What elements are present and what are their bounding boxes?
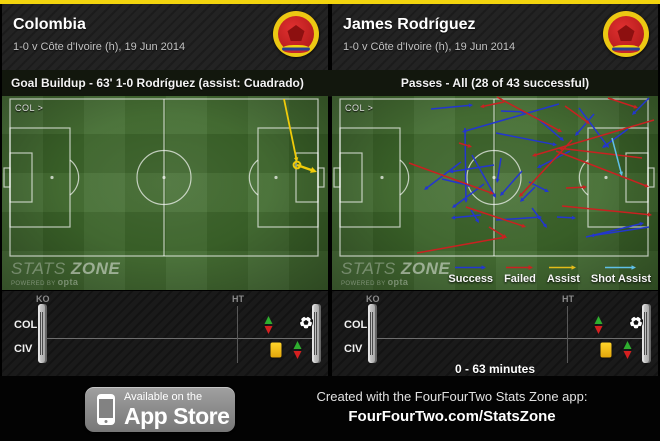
time-range-label: 0 - 63 minutes — [454, 362, 536, 376]
match-timeline: KO HT COL CIV 0 - 63 minutes — [332, 290, 658, 377]
statszone-url: FourFourTwo.com/StatsZone — [348, 408, 556, 425]
credit-text: Created with the FourFourTwo Stats Zone … — [252, 389, 652, 425]
kickoff-label: KO — [366, 294, 380, 304]
watermark-stats: STATS — [11, 259, 66, 278]
goal-icon — [298, 314, 314, 335]
timeline-team-civ: CIV — [344, 343, 363, 355]
opta-logo: opta — [57, 277, 79, 287]
legend-shot-assist: Shot Assist — [591, 263, 651, 285]
crest-pentagon — [287, 25, 305, 42]
watermark-zone: ZONE — [401, 259, 451, 278]
panel-colombia: Colombia 1-0 v Côte d'Ivoire (h), 19 Jun… — [2, 4, 337, 377]
match-timeline: KO HT COL CIV — [2, 290, 328, 377]
timeline-start-handle[interactable] — [368, 304, 377, 363]
watermark-stats: STATS — [341, 259, 396, 278]
halftime-label: HT — [232, 294, 244, 304]
top-accent-strip — [0, 0, 660, 4]
colombia-crest-icon — [603, 11, 649, 57]
timeline-end-handle[interactable] — [312, 304, 321, 363]
pitch-svg — [3, 98, 325, 257]
substitution-icon — [623, 341, 633, 359]
timeline-end-handle[interactable] — [642, 304, 651, 363]
timeline-team-col: COL — [344, 319, 368, 331]
player-title: James Rodríguez — [343, 16, 476, 33]
panel-james-rodriguez: James Rodríguez 1-0 v Côte d'Ivoire (h),… — [332, 4, 658, 377]
watermark-powered-by: POWERED BY — [341, 281, 386, 287]
attack-direction-label: COL > — [345, 103, 374, 113]
halftime-label: HT — [562, 294, 574, 304]
phone-icon — [97, 394, 115, 425]
statszone-watermark: STATS ZONE POWERED BY opta — [341, 260, 450, 287]
pass-legend: Success Failed Assist Shot Assist — [448, 263, 651, 285]
legend-failed: Failed — [504, 263, 536, 285]
substitution-icon — [293, 341, 303, 359]
statszone-watermark: STATS ZONE POWERED BY opta — [11, 260, 120, 287]
app-store-badge[interactable]: Available on the App Store — [85, 387, 235, 432]
badge-available-text: Available on the — [124, 390, 203, 403]
halftime-tick — [567, 306, 568, 363]
timeline-start-handle[interactable] — [38, 304, 47, 363]
kickoff-label: KO — [36, 294, 50, 304]
opta-logo: opta — [387, 277, 409, 287]
panel-header: Colombia 1-0 v Côte d'Ivoire (h), 19 Jun… — [2, 4, 328, 70]
watermark-powered-by: POWERED BY — [11, 281, 56, 287]
halftime-tick — [237, 306, 238, 363]
yellow-card-icon — [270, 342, 282, 358]
match-subtitle: 1-0 v Côte d'Ivoire (h), 19 Jun 2014 — [343, 41, 516, 53]
legend-success: Success — [448, 263, 493, 285]
crest-tricolor-band — [282, 45, 310, 53]
panel-header: James Rodríguez 1-0 v Côte d'Ivoire (h),… — [332, 4, 658, 70]
attack-direction-label: COL > — [15, 103, 44, 113]
timeline-team-civ: CIV — [14, 343, 33, 355]
watermark-zone: ZONE — [71, 259, 121, 278]
chart-title: Passes - All (28 of 43 successful) — [332, 70, 658, 97]
timeline-axis — [42, 338, 318, 339]
pitch-goal-buildup: COL > STATS ZONE POWERED BY opta — [2, 96, 328, 290]
crest-tricolor-band — [612, 45, 640, 53]
pitch-svg — [333, 96, 655, 257]
legend-assist: Assist — [547, 263, 580, 285]
timeline-axis — [372, 338, 648, 339]
badge-appstore-text: App Store — [124, 402, 230, 429]
goal-icon — [628, 314, 644, 335]
timeline-events — [332, 291, 658, 377]
crest-pentagon — [617, 25, 635, 42]
team-title: Colombia — [13, 16, 86, 33]
timeline-events — [2, 291, 328, 377]
yellow-card-icon — [600, 342, 612, 358]
chart-title: Goal Buildup - 63' 1-0 Rodríguez (assist… — [2, 70, 337, 97]
match-subtitle: 1-0 v Côte d'Ivoire (h), 19 Jun 2014 — [13, 41, 186, 53]
timeline-team-col: COL — [14, 319, 38, 331]
substitution-icon — [264, 316, 274, 334]
footer-bar: Available on the App Store Created with … — [0, 376, 660, 441]
pitch-pass-map: COL > STATS ZONE POWERED BY opta Success… — [332, 96, 658, 290]
substitution-icon — [594, 316, 604, 334]
colombia-crest-icon — [273, 11, 319, 57]
